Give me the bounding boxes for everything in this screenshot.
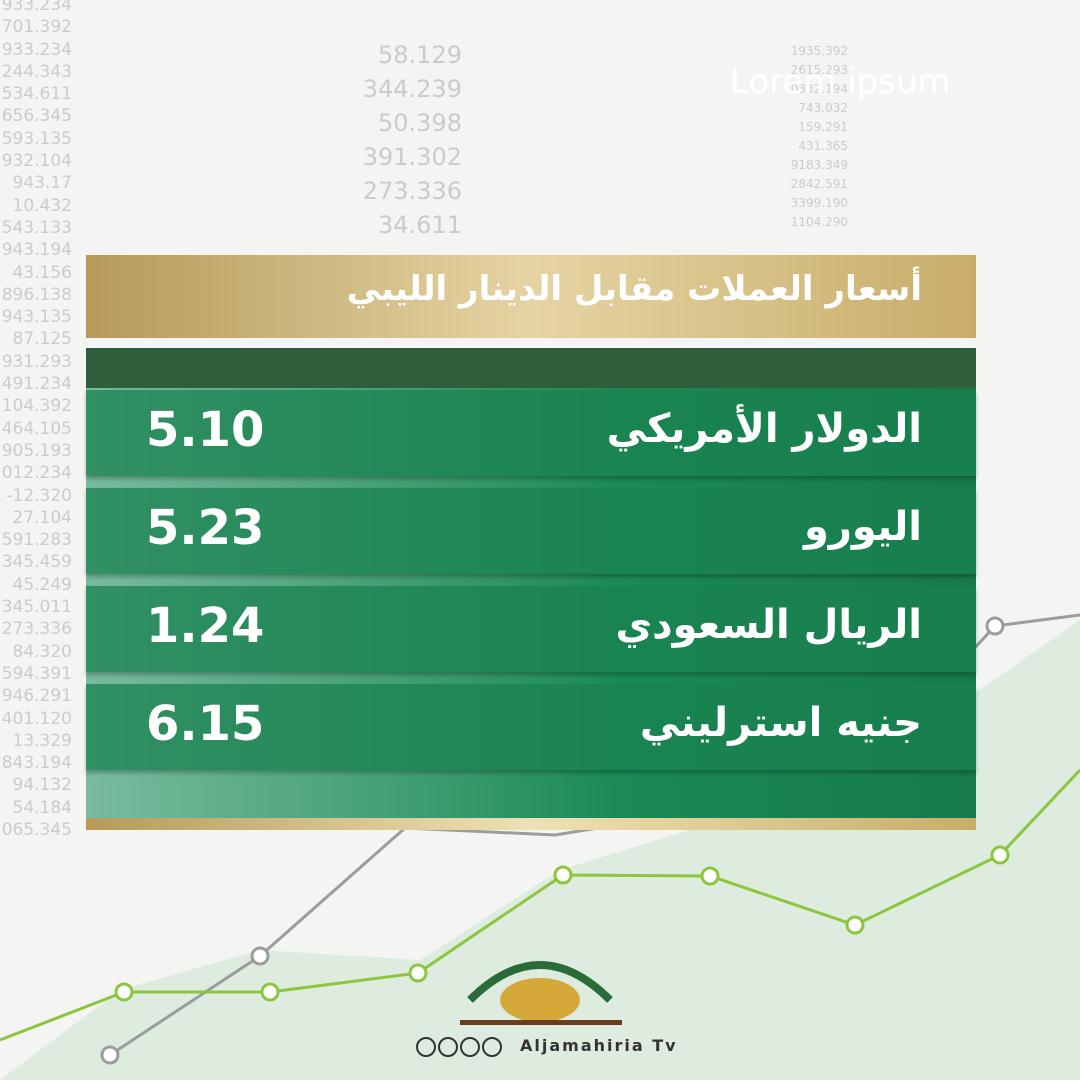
bg-number: 1104.290 bbox=[790, 215, 848, 229]
brand: Aljamahiria Tv bbox=[520, 1036, 678, 1055]
bg-number: 273.336 bbox=[1, 619, 72, 640]
currency-name: اليورو bbox=[803, 504, 922, 550]
rate-value: 6.15 bbox=[146, 696, 265, 752]
rates-panel: الدولار الأمريكي 5.10 اليورو 5.23 الريال الس… bbox=[86, 348, 976, 820]
bg-number: 43.156 bbox=[12, 262, 72, 283]
bg-number: 87.125 bbox=[12, 329, 72, 350]
bg-number: 244.343 bbox=[1, 61, 72, 82]
bg-numbers: 58.129 344.239 50.398 391.302 273.336 34.611 bbox=[330, 38, 462, 242]
bg-number: 491.234 bbox=[1, 374, 72, 395]
gold-line bbox=[86, 818, 976, 830]
bg-number: 933.234 bbox=[1, 39, 72, 60]
bg-number: 27.104 bbox=[12, 507, 72, 528]
bg-numbers: 1935.392 2615.293 0332.194 743.032 159.291 43… bbox=[760, 42, 848, 232]
bg-number: 464.105 bbox=[1, 418, 72, 439]
bg-number: 701.392 bbox=[1, 17, 72, 38]
rate-row: جنيه استرليني 6.15 bbox=[86, 684, 976, 770]
bg-number: 3399.190 bbox=[790, 196, 848, 210]
bg-number: 391.302 bbox=[362, 143, 462, 171]
rate-row: اليورو 5.23 bbox=[86, 488, 976, 574]
bg-number: 932.104 bbox=[1, 151, 72, 172]
currency-name: الدولار الأمريكي bbox=[606, 406, 922, 452]
bg-number: 58.129 bbox=[378, 41, 462, 69]
bg-number: 273.336 bbox=[362, 177, 462, 205]
bg-number: 534.611 bbox=[1, 84, 72, 105]
bg-number: 34.611 bbox=[378, 211, 462, 239]
bg-number: 012.234 bbox=[1, 463, 72, 484]
bg-number: 946.291 bbox=[1, 686, 72, 707]
bg-number: -12.320 bbox=[6, 485, 72, 506]
bg-number: 933.234 bbox=[1, 0, 72, 15]
top-band bbox=[86, 348, 976, 388]
bg-number: 656.345 bbox=[1, 106, 72, 127]
rate-value: 5.23 bbox=[146, 500, 265, 556]
bg-number: 896.138 bbox=[1, 284, 72, 305]
bg-number: 9183.349 bbox=[790, 158, 848, 172]
bg-number: 45.249 bbox=[12, 574, 72, 595]
bg-number: 1935.392 bbox=[790, 44, 848, 58]
bg-number: 50.398 bbox=[378, 109, 462, 137]
currency-name: الريال السعودي bbox=[615, 602, 922, 648]
bg-number: 943.194 bbox=[1, 240, 72, 261]
bg-number: 065.345 bbox=[1, 819, 72, 840]
rate-value: 5.10 bbox=[146, 402, 265, 458]
bg-number: 10.432 bbox=[12, 195, 72, 216]
bg-number: 2615.293 bbox=[790, 63, 848, 77]
bg-number: 743.032 bbox=[798, 101, 848, 115]
bg-number: 159.291 bbox=[798, 120, 848, 134]
bg-number: 344.239 bbox=[362, 75, 462, 103]
bg-number: 843.194 bbox=[1, 753, 72, 774]
bg-number: 104.392 bbox=[1, 396, 72, 417]
watermark: Lorem ipsum bbox=[730, 62, 951, 102]
bg-number: 593.135 bbox=[1, 128, 72, 149]
bg-number: 594.391 bbox=[1, 663, 72, 684]
bg-numbers: 933.234 701.392 933.234 244.343 534.611 656.3… bbox=[0, 0, 72, 841]
currency-name: جنيه استرليني bbox=[639, 700, 922, 746]
bg-number: 401.120 bbox=[1, 708, 72, 729]
bg-number: 543.133 bbox=[1, 217, 72, 238]
header-band: أسعار العملات مقابل الدينار الليبي bbox=[86, 255, 976, 338]
rate-row: الريال السعودي 1.24 bbox=[86, 586, 976, 672]
bg-number: 905.193 bbox=[1, 440, 72, 461]
bg-number: 0332.194 bbox=[790, 82, 848, 96]
bg-number: 931.293 bbox=[1, 351, 72, 372]
rate-row: الدولار الأمريكي 5.10 bbox=[86, 390, 976, 476]
bg-number: 591.283 bbox=[1, 530, 72, 551]
bg-number: 84.320 bbox=[12, 641, 72, 662]
bg-number: 54.184 bbox=[12, 797, 72, 818]
bg-number: 943.17 bbox=[12, 173, 72, 194]
bg-number: 345.011 bbox=[1, 597, 72, 618]
title: أسعار العملات مقابل الدينار الليبي bbox=[346, 269, 922, 309]
bg-number: 345.459 bbox=[1, 552, 72, 573]
bg-number: 431.365 bbox=[798, 139, 848, 153]
rate-value: 1.24 bbox=[146, 598, 265, 654]
bg-number: 2842.591 bbox=[790, 177, 848, 191]
bg-number: 943.135 bbox=[1, 307, 72, 328]
bg-number: 13.329 bbox=[12, 730, 72, 751]
bg-number: 94.132 bbox=[12, 775, 72, 796]
